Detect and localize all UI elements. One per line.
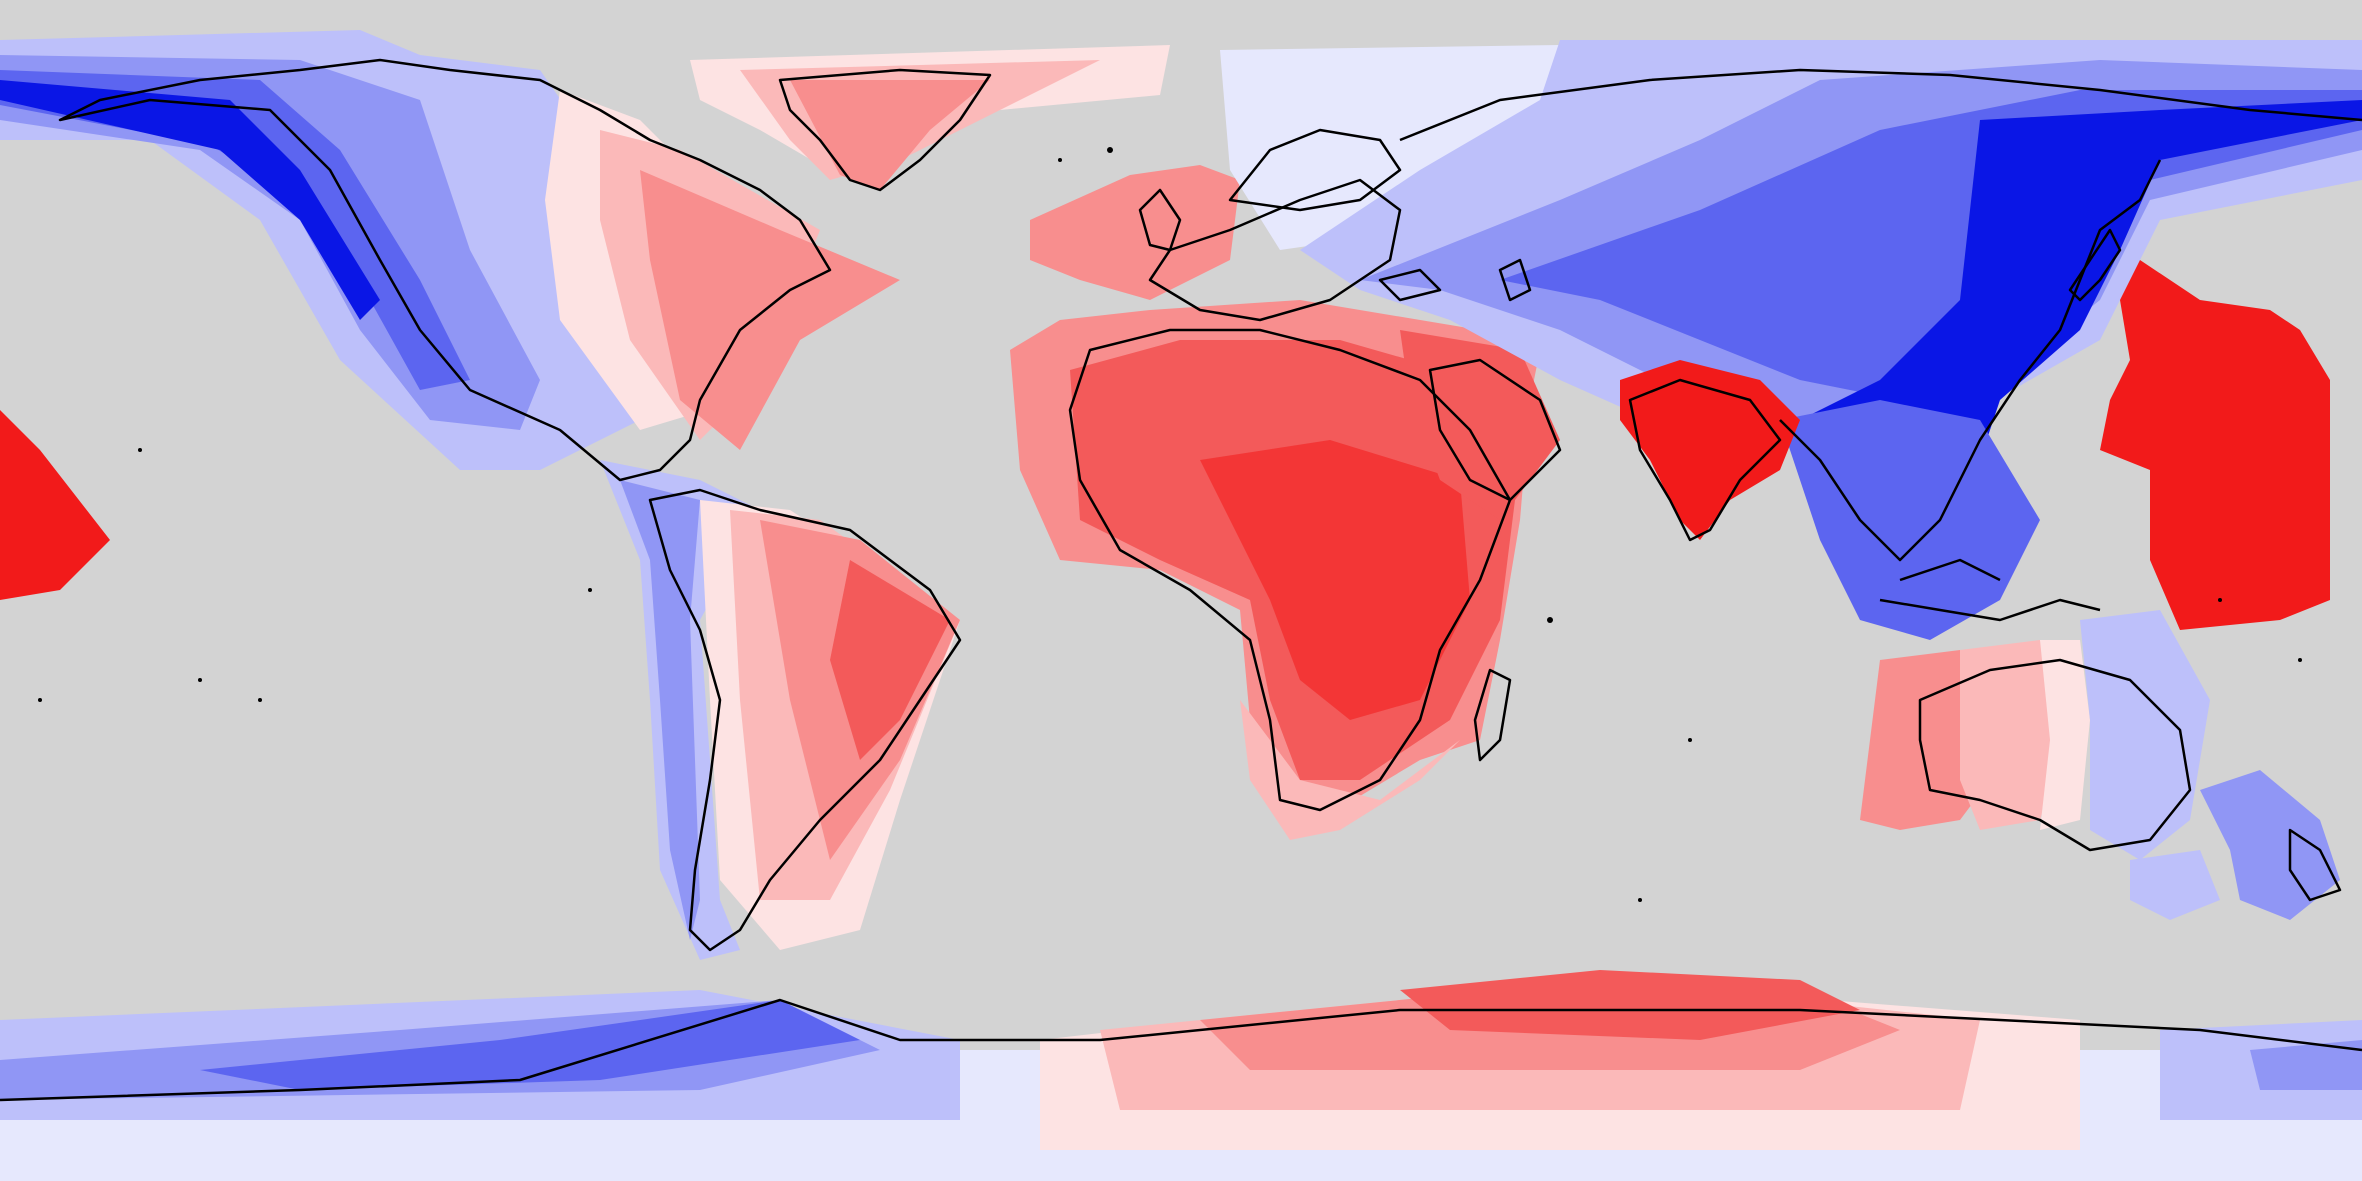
coastline-japan xyxy=(2068,228,2122,302)
coastline-britain xyxy=(1138,188,1182,252)
atlantic-europe-red-light xyxy=(1030,165,1240,300)
africa-red-core xyxy=(1200,440,1470,720)
north-america-red-deep xyxy=(640,170,900,450)
west-pacific-red-patch xyxy=(2100,260,2330,630)
australia-region xyxy=(1860,610,2340,920)
coastlines xyxy=(0,58,2362,1102)
east-pacific-red-patch xyxy=(0,410,110,600)
coastline-australia xyxy=(1918,658,2192,852)
coastline-india xyxy=(1628,378,1782,542)
east-pacific-red-patch-edge xyxy=(0,420,8,440)
new-zealand-blue xyxy=(2200,770,2340,920)
coastline-north-america xyxy=(58,58,832,482)
coastline-caspian xyxy=(1498,258,1532,302)
coastline-europe xyxy=(1148,178,1402,322)
island-speck xyxy=(1688,738,1692,742)
island-speck xyxy=(1547,617,1553,623)
coastline-indonesia xyxy=(1879,558,2101,622)
island-speck xyxy=(1107,147,1113,153)
island-speck xyxy=(258,698,262,702)
island-speck xyxy=(198,678,202,682)
north-america-blue-core xyxy=(0,80,380,320)
coastline-asia xyxy=(1399,68,2362,562)
coastline-arabia xyxy=(1428,358,1562,502)
antarctica-far-east-blue-mid xyxy=(2250,1040,2362,1090)
coastline-greenland xyxy=(778,68,992,192)
australia-blue-light xyxy=(2080,610,2210,860)
island-speck xyxy=(38,698,42,702)
tasman-blue xyxy=(2130,850,2220,920)
island-speck xyxy=(2298,658,2302,662)
island-speck xyxy=(138,448,142,452)
coastline-madagascar xyxy=(1473,668,1512,762)
north-america-region xyxy=(0,30,900,470)
australia-white xyxy=(2040,640,2090,830)
island-specks xyxy=(38,147,2302,902)
southeast-asia-blue xyxy=(1780,400,2040,640)
coastline-africa xyxy=(1068,328,1512,812)
south-america-region xyxy=(600,460,960,960)
arabia-red xyxy=(1400,330,1560,520)
coastline-black-sea xyxy=(1378,268,1442,302)
coastline-south-america xyxy=(648,488,962,952)
coastline-new-zealand xyxy=(2288,828,2342,902)
greenland-red-deep xyxy=(790,80,990,190)
australia-red-light xyxy=(1960,640,2070,830)
africa-region xyxy=(1010,165,1560,840)
south-america-blue-mid xyxy=(620,480,700,940)
antarctica-east-red-core xyxy=(1400,970,1860,1040)
coastline-scandinavia xyxy=(1228,128,1402,212)
antarctica-west-blue-deep xyxy=(200,1000,860,1090)
south-america-red-core xyxy=(830,560,950,760)
island-speck xyxy=(2218,598,2222,602)
greenland-region xyxy=(690,45,1170,190)
island-speck xyxy=(1638,898,1642,902)
island-speck xyxy=(1058,158,1062,162)
coastline-antarctica xyxy=(0,998,2362,1102)
island-speck xyxy=(588,588,592,592)
antarctica-region xyxy=(0,970,2362,1181)
